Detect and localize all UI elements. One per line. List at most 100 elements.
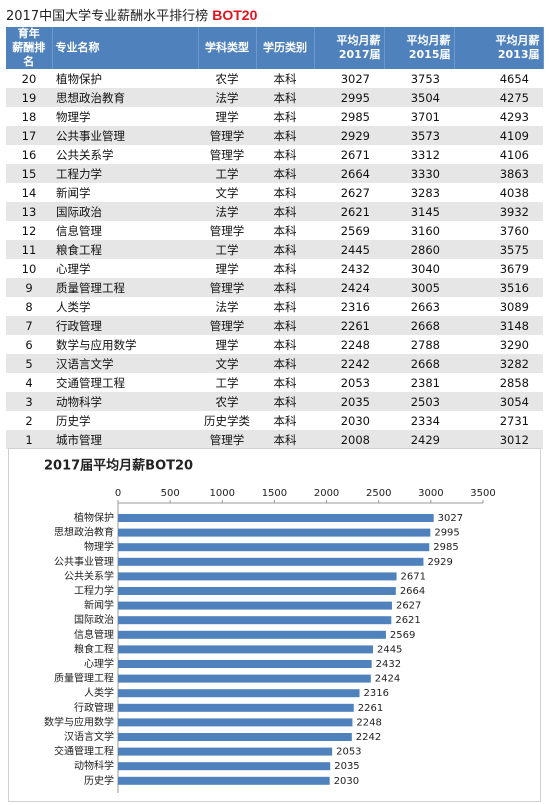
- table-cell: 2035: [314, 392, 384, 411]
- y-tick-label: 心理学: [84, 657, 114, 670]
- table-cell: 管理学: [209, 147, 245, 162]
- bar: [118, 674, 371, 683]
- table-cell: 3012: [454, 430, 543, 449]
- table-cell: 本科: [256, 126, 314, 145]
- value-label: 2035: [334, 761, 359, 772]
- table-cell: 新闻学: [56, 185, 91, 200]
- table-row: 16 公共关系学 管理学 本科 2671 3312 4106: [6, 145, 543, 164]
- table-cell: 3863: [454, 164, 543, 183]
- bar: [118, 572, 397, 581]
- table-cell: 本科: [256, 164, 314, 183]
- column-header: 平均月薪 2017届: [314, 27, 385, 69]
- table-cell: 8: [25, 299, 33, 314]
- table-row: 7 行政管理 管理学 本科 2261 2668 3148: [6, 316, 543, 335]
- table-cell: 2985: [340, 109, 370, 124]
- table-cell: 2381: [410, 375, 440, 390]
- value-label: 2316: [364, 688, 389, 699]
- table-cell: 本科: [273, 261, 297, 276]
- table-row: 2 历史学 历史学类 本科 2030 2334 2731: [6, 411, 543, 430]
- y-tick-label: 新闻学: [84, 599, 114, 612]
- table-row: 8 人类学 法学 本科 2316 2663 3089: [6, 297, 543, 316]
- value-label: 2248: [356, 717, 381, 728]
- chart: 2017届平均月薪BOT20 0 500 1000 1500 2000 2500 3000 3…: [8, 448, 541, 802]
- chart-frame: [8, 448, 541, 802]
- table-cell: 管理学: [198, 278, 256, 297]
- x-tick-label: 1500: [262, 488, 287, 499]
- table-cell: 理学: [215, 337, 239, 352]
- bar: [118, 689, 360, 698]
- value-label: 2664: [400, 586, 425, 597]
- y-tick-label: 信息管理: [74, 628, 114, 641]
- table-cell: 3679: [499, 261, 529, 276]
- table-cell: 3: [6, 392, 52, 411]
- value-label: 2261: [358, 703, 383, 714]
- title-highlight: BOT20: [212, 7, 258, 23]
- x-tick-label: 1000: [210, 488, 235, 499]
- table-row: 15 工程力学 工学 本科 2664 3330 3863: [6, 164, 543, 183]
- x-tick-label: 500: [161, 488, 180, 499]
- table-cell: 3516: [454, 278, 543, 297]
- table-cell: 13: [6, 202, 52, 221]
- bar: [118, 630, 386, 639]
- table-cell: 3148: [454, 316, 543, 335]
- bar: [118, 528, 431, 537]
- table-cell: 3312: [410, 147, 440, 162]
- table-cell: 2663: [410, 299, 440, 314]
- value-label: 2929: [427, 557, 452, 568]
- table-cell: 4: [25, 375, 33, 390]
- y-tick-label: 工程力学: [74, 584, 114, 597]
- table-cell: 历史学类: [204, 413, 250, 428]
- table-cell: 2569: [340, 223, 370, 238]
- table-cell: 9: [6, 278, 52, 297]
- table-cell: 本科: [273, 413, 297, 428]
- table-cell: 管理学: [209, 223, 245, 238]
- table-row: 17 公共事业管理 管理学 本科 2929 3573 4109: [6, 126, 543, 145]
- table-cell: 数学与应用数学: [56, 337, 137, 352]
- table-cell: 公共事业管理: [52, 126, 198, 145]
- table-cell: 3575: [454, 240, 543, 259]
- bar: [118, 543, 430, 552]
- table-cell: 本科: [256, 88, 314, 107]
- table-cell: 3005: [384, 278, 454, 297]
- y-tick-label: 思想政治教育: [54, 526, 114, 539]
- table-cell: 2030: [340, 413, 370, 428]
- table-row: 14 新闻学 文学 本科 2627 3283 4038: [6, 183, 543, 202]
- bar: [118, 747, 333, 756]
- table-cell: 国际政治: [52, 202, 198, 221]
- table-row: 19 思想政治教育 法学 本科 2995 3504 4275: [6, 88, 543, 107]
- table-cell: 本科: [273, 185, 297, 200]
- table-cell: 5: [6, 354, 52, 373]
- y-tick-label: 质量管理工程: [54, 672, 114, 685]
- table-cell: 11: [6, 240, 52, 259]
- table-cell: 本科: [273, 71, 297, 86]
- table-cell: 管理学: [198, 316, 256, 335]
- table-cell: 公共关系学: [56, 147, 114, 162]
- table-cell: 2248: [340, 337, 370, 352]
- table-cell: 3573: [384, 126, 454, 145]
- table-cell: 2621: [314, 202, 384, 221]
- table-cell: 2788: [410, 337, 440, 352]
- bar: [118, 616, 392, 625]
- table-cell: 19: [6, 88, 52, 107]
- table-cell: 3089: [499, 299, 529, 314]
- table-cell: 14: [21, 185, 37, 200]
- table-row: 12 信息管理 管理学 本科 2569 3160 3760: [6, 221, 543, 240]
- bar: [118, 718, 353, 727]
- table-cell: 理学: [215, 109, 239, 124]
- table-cell: 历史学: [56, 413, 91, 428]
- table-cell: 2627: [340, 185, 370, 200]
- table-cell: 2424: [314, 278, 384, 297]
- table-cell: 农学: [198, 392, 256, 411]
- bar: [118, 587, 396, 595]
- table-cell: 2: [25, 413, 33, 428]
- table-row: 20 植物保护 农学 本科 3027 3753 4654: [6, 69, 543, 88]
- x-tick-label: 2000: [314, 488, 339, 499]
- table-cell: 2731: [499, 413, 529, 428]
- table-row: 3 动物科学 农学 本科 2035 2503 3054: [6, 392, 543, 411]
- table-cell: 10: [21, 261, 37, 276]
- table-cell: 18: [21, 109, 37, 124]
- table-cell: 4109: [454, 126, 543, 145]
- table-cell: 人类学: [56, 299, 91, 314]
- table-cell: 2008: [314, 430, 384, 449]
- table-body: 20 植物保护 农学 本科 3027 3753 4654 19 思想政治教育 法学 本科 2995 35…: [6, 69, 543, 449]
